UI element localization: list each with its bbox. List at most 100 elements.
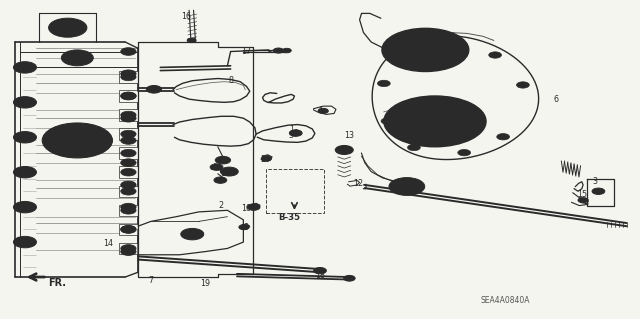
Circle shape bbox=[13, 167, 36, 178]
Circle shape bbox=[13, 236, 36, 248]
Circle shape bbox=[125, 139, 132, 142]
Bar bbox=[119, 224, 138, 235]
Circle shape bbox=[430, 119, 440, 124]
Circle shape bbox=[121, 248, 136, 256]
Text: 12: 12 bbox=[353, 179, 364, 188]
Text: 10: 10 bbox=[241, 204, 252, 213]
Circle shape bbox=[121, 203, 136, 211]
Circle shape bbox=[13, 131, 36, 143]
Circle shape bbox=[318, 108, 328, 114]
Circle shape bbox=[445, 135, 452, 138]
Text: 3: 3 bbox=[592, 177, 597, 186]
Circle shape bbox=[187, 232, 197, 237]
Circle shape bbox=[434, 59, 443, 63]
Circle shape bbox=[121, 159, 136, 167]
Circle shape bbox=[417, 104, 425, 108]
Circle shape bbox=[578, 197, 588, 203]
Text: 2: 2 bbox=[218, 201, 223, 210]
Circle shape bbox=[384, 96, 486, 147]
Bar bbox=[119, 243, 138, 254]
Text: FR.: FR. bbox=[48, 278, 66, 288]
Circle shape bbox=[458, 150, 470, 156]
Circle shape bbox=[55, 129, 100, 152]
Text: 20: 20 bbox=[260, 155, 271, 164]
Circle shape bbox=[344, 275, 355, 281]
Circle shape bbox=[446, 105, 454, 108]
Circle shape bbox=[314, 268, 326, 274]
Bar bbox=[119, 90, 138, 102]
Circle shape bbox=[125, 161, 132, 164]
Circle shape bbox=[408, 37, 417, 41]
Bar bbox=[119, 167, 138, 178]
Circle shape bbox=[220, 167, 238, 176]
Circle shape bbox=[13, 97, 36, 108]
Bar bbox=[119, 186, 138, 197]
Text: SEA4A0840A: SEA4A0840A bbox=[481, 296, 530, 305]
Circle shape bbox=[408, 144, 420, 151]
Circle shape bbox=[125, 228, 132, 231]
Circle shape bbox=[443, 41, 452, 46]
Circle shape bbox=[378, 80, 390, 87]
Bar bbox=[119, 147, 138, 159]
Circle shape bbox=[335, 145, 353, 154]
Circle shape bbox=[13, 201, 36, 213]
Text: 13: 13 bbox=[344, 131, 354, 140]
Bar bbox=[266, 169, 324, 213]
Circle shape bbox=[121, 115, 136, 122]
Circle shape bbox=[447, 48, 456, 52]
Circle shape bbox=[121, 188, 136, 195]
Circle shape bbox=[406, 109, 413, 113]
Text: 18: 18 bbox=[315, 271, 325, 280]
Circle shape bbox=[42, 123, 113, 158]
Circle shape bbox=[121, 206, 136, 214]
Circle shape bbox=[282, 48, 291, 53]
Circle shape bbox=[121, 137, 136, 144]
Circle shape bbox=[61, 50, 93, 66]
Circle shape bbox=[121, 92, 136, 100]
Circle shape bbox=[399, 41, 408, 46]
Circle shape bbox=[121, 226, 136, 233]
Circle shape bbox=[432, 103, 440, 107]
Circle shape bbox=[489, 52, 502, 58]
Circle shape bbox=[418, 46, 433, 54]
Text: 9: 9 bbox=[244, 223, 249, 232]
Circle shape bbox=[125, 250, 132, 253]
Circle shape bbox=[125, 72, 132, 75]
Circle shape bbox=[121, 70, 136, 78]
Circle shape bbox=[399, 115, 406, 119]
Circle shape bbox=[592, 188, 605, 195]
Circle shape bbox=[121, 92, 136, 100]
Text: B-35: B-35 bbox=[278, 213, 300, 222]
Text: 4: 4 bbox=[317, 106, 323, 115]
Circle shape bbox=[121, 149, 136, 157]
Circle shape bbox=[125, 205, 132, 209]
Circle shape bbox=[13, 62, 36, 73]
Circle shape bbox=[434, 37, 443, 41]
Circle shape bbox=[421, 35, 430, 40]
Circle shape bbox=[147, 85, 162, 93]
Circle shape bbox=[463, 116, 471, 120]
Circle shape bbox=[516, 82, 529, 88]
Circle shape bbox=[396, 102, 474, 141]
Circle shape bbox=[121, 181, 136, 189]
Text: 1: 1 bbox=[289, 125, 294, 134]
Circle shape bbox=[443, 54, 452, 58]
Circle shape bbox=[408, 59, 417, 63]
Circle shape bbox=[399, 123, 406, 127]
Circle shape bbox=[121, 226, 136, 233]
Text: 8: 8 bbox=[228, 76, 233, 85]
Circle shape bbox=[410, 109, 461, 134]
Text: 7: 7 bbox=[148, 276, 154, 285]
Circle shape bbox=[444, 39, 456, 45]
Text: 11: 11 bbox=[221, 169, 230, 178]
Circle shape bbox=[125, 117, 132, 120]
Text: 17: 17 bbox=[241, 47, 252, 56]
Circle shape bbox=[340, 148, 348, 152]
Circle shape bbox=[121, 130, 136, 138]
Bar bbox=[119, 109, 138, 121]
Circle shape bbox=[430, 136, 438, 140]
Circle shape bbox=[121, 73, 136, 81]
Circle shape bbox=[463, 123, 471, 127]
Bar bbox=[119, 128, 138, 140]
Circle shape bbox=[397, 182, 417, 191]
